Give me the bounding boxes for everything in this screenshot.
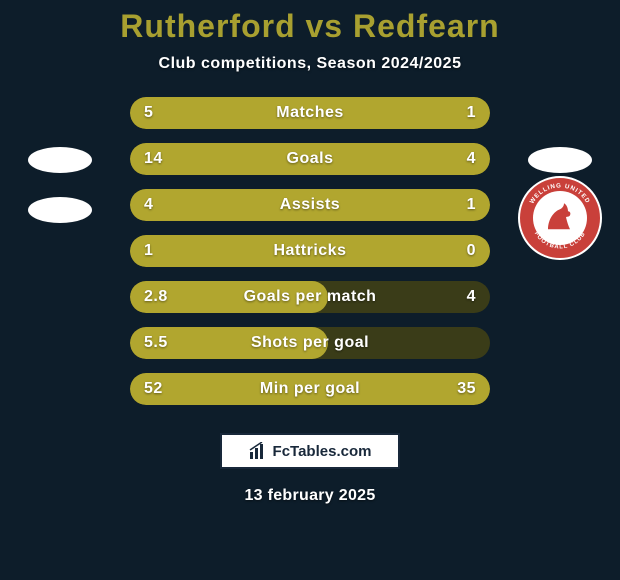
stat-row: 1Hattricks0 (130, 235, 490, 267)
stat-row: 5Matches1 (130, 97, 490, 129)
stat-left-value: 5 (144, 104, 174, 122)
stat-label: Assists (174, 196, 446, 214)
horse-icon (540, 197, 580, 237)
stat-right-value: 4 (446, 150, 476, 168)
stat-left-value: 5.5 (144, 334, 174, 352)
stat-right-value: 4 (446, 288, 476, 306)
comparison-card: Rutherford vs Redfearn Club competitions… (0, 0, 620, 580)
player-b-club-badge: WELLING UNITED FOOTBALL CLUB (518, 176, 602, 260)
page-title: Rutherford vs Redfearn (0, 8, 620, 45)
brand-box[interactable]: FcTables.com (220, 433, 400, 469)
player-b-name: Redfearn (353, 8, 500, 44)
stat-left-value: 14 (144, 150, 174, 168)
stat-right-value: 35 (446, 380, 476, 398)
player-a-name: Rutherford (120, 8, 295, 44)
stats-list: 5Matches114Goals44Assists11Hattricks02.8… (130, 97, 490, 405)
stat-label: Matches (174, 104, 446, 122)
stat-label: Hattricks (174, 242, 446, 260)
stat-label: Goals (174, 150, 446, 168)
player-a-club-badge (18, 168, 102, 252)
stat-row: 14Goals4 (130, 143, 490, 175)
stat-label: Goals per match (174, 288, 446, 306)
stat-row: 52Min per goal35 (130, 373, 490, 405)
chart-icon (249, 442, 267, 460)
stat-row: 4Assists1 (130, 189, 490, 221)
stat-right-value: 0 (446, 242, 476, 260)
stat-label: Shots per goal (174, 334, 446, 352)
stat-left-value: 52 (144, 380, 174, 398)
stat-label: Min per goal (174, 380, 446, 398)
stat-left-value: 2.8 (144, 288, 174, 306)
date-label: 13 february 2025 (0, 487, 620, 505)
avatar-placeholder-icon (528, 147, 592, 173)
stat-left-value: 4 (144, 196, 174, 214)
stat-left-value: 1 (144, 242, 174, 260)
subtitle: Club competitions, Season 2024/2025 (0, 55, 620, 73)
avatar-placeholder-icon (28, 197, 92, 223)
brand-label: FcTables.com (273, 443, 372, 460)
stat-right-value: 1 (446, 196, 476, 214)
stat-row: 5.5Shots per goal (130, 327, 490, 359)
stat-row: 2.8Goals per match4 (130, 281, 490, 313)
stat-right-value: 1 (446, 104, 476, 122)
vs-separator: vs (306, 8, 344, 44)
club-badge-icon: WELLING UNITED FOOTBALL CLUB (518, 176, 602, 260)
